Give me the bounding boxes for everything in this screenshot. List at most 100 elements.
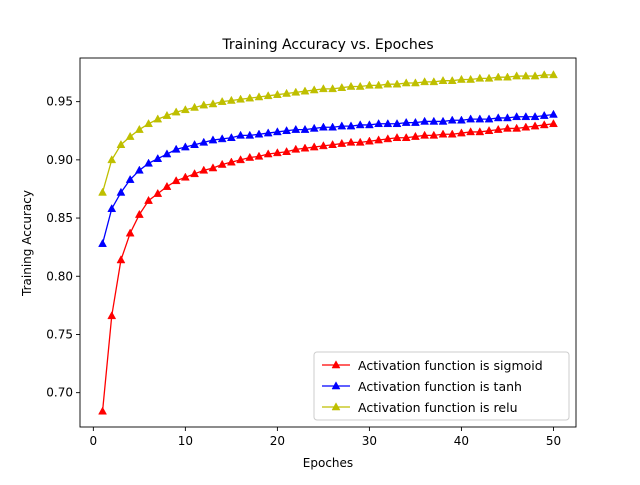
data-point <box>226 157 236 166</box>
data-point <box>374 119 384 128</box>
legend-entry: Activation function is sigmoid <box>322 358 543 373</box>
data-point <box>346 137 356 146</box>
data-point <box>355 137 365 146</box>
data-point <box>493 72 503 81</box>
data-point <box>549 70 558 79</box>
data-point <box>217 159 227 168</box>
data-point <box>236 130 245 139</box>
data-point <box>383 119 393 128</box>
data-point <box>466 127 476 136</box>
data-point <box>512 71 522 80</box>
data-point <box>254 129 264 138</box>
data-point <box>539 120 549 129</box>
data-point <box>263 128 273 137</box>
data-point <box>355 81 365 90</box>
data-point <box>162 149 172 158</box>
data-point <box>318 141 328 150</box>
y-tick-label: 0.80 <box>46 269 73 283</box>
data-point <box>107 311 117 320</box>
data-point <box>549 119 558 128</box>
legend-entry: Activation function is relu <box>322 400 518 415</box>
data-point <box>512 112 522 121</box>
data-point <box>291 87 301 96</box>
series-group <box>98 109 558 247</box>
data-point <box>272 127 282 136</box>
data-point <box>484 114 494 123</box>
x-tick-label: 10 <box>178 434 193 448</box>
data-point <box>475 114 485 123</box>
legend-entry: Activation function is tanh <box>322 379 522 394</box>
data-point <box>282 88 292 97</box>
data-point <box>199 100 209 109</box>
data-point <box>162 110 172 119</box>
x-tick-label: 30 <box>362 434 377 448</box>
data-point <box>457 74 466 83</box>
data-point <box>171 144 181 153</box>
data-point <box>475 73 485 82</box>
data-point <box>383 79 393 88</box>
data-point <box>328 122 338 131</box>
data-point <box>457 115 466 124</box>
data-point <box>411 131 420 140</box>
data-point <box>447 75 457 84</box>
data-point <box>309 85 319 94</box>
data-point <box>364 120 374 129</box>
data-point <box>466 114 476 123</box>
data-point <box>411 78 420 87</box>
data-point <box>420 77 430 86</box>
data-point <box>364 136 374 145</box>
data-point <box>429 77 439 86</box>
data-point <box>125 228 135 237</box>
data-point <box>245 152 255 161</box>
data-point <box>420 130 430 139</box>
legend-box <box>313 351 570 421</box>
data-point <box>337 121 347 130</box>
data-point <box>208 99 218 108</box>
data-point <box>282 126 292 135</box>
data-point <box>180 172 190 181</box>
y-axis-label: Training Accuracy <box>20 190 34 297</box>
data-point <box>383 134 393 143</box>
data-point <box>484 73 494 82</box>
data-point <box>144 119 153 128</box>
data-point <box>245 130 255 139</box>
y-tick-label: 0.70 <box>46 386 73 400</box>
data-point <box>98 187 107 196</box>
data-point <box>309 142 319 151</box>
data-point <box>291 144 301 153</box>
data-point <box>208 135 218 144</box>
y-tick-label: 0.95 <box>46 95 73 109</box>
y-tick-label: 0.85 <box>46 211 73 225</box>
data-point <box>503 123 512 132</box>
data-point <box>318 122 328 131</box>
data-point <box>318 84 328 93</box>
data-point <box>300 143 310 152</box>
data-point <box>328 84 338 93</box>
series-group <box>98 70 558 196</box>
data-point <box>466 74 476 83</box>
y-tick-label: 0.75 <box>46 327 73 341</box>
data-point <box>521 112 531 121</box>
data-point <box>539 70 549 79</box>
data-point <box>116 140 126 148</box>
data-point <box>438 129 448 138</box>
data-point <box>116 187 126 196</box>
data-point <box>503 113 512 122</box>
data-point <box>107 155 117 164</box>
legend-label: Activation function is relu <box>358 400 518 415</box>
data-point <box>254 151 264 160</box>
data-point <box>392 133 402 142</box>
data-point <box>190 169 199 178</box>
data-point <box>245 93 255 102</box>
data-point <box>337 138 347 147</box>
data-point <box>98 406 107 415</box>
data-point <box>374 80 384 89</box>
data-point <box>116 255 126 264</box>
data-point <box>346 81 356 90</box>
data-point <box>171 176 181 185</box>
data-point <box>144 195 153 204</box>
data-point <box>300 86 310 95</box>
legend-label: Activation function is tanh <box>358 379 522 394</box>
data-point <box>134 165 144 174</box>
